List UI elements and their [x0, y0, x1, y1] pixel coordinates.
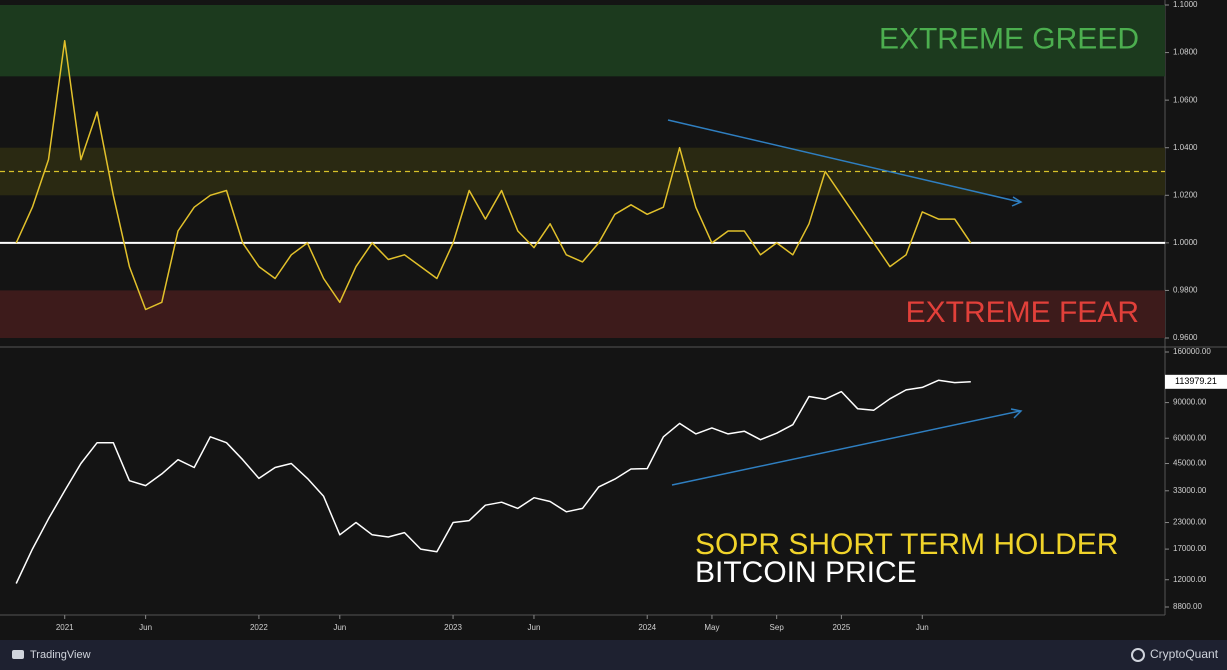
trend-arrow	[667, 119, 1021, 203]
y-tick-label: 1.0400	[1173, 143, 1198, 152]
y-tick-label: 0.9600	[1173, 333, 1198, 342]
zone-label: EXTREME FEAR	[906, 296, 1139, 329]
x-tick-label: Jun	[916, 623, 929, 632]
x-tick-label: 2022	[250, 623, 268, 632]
y-tick-label: 1.1000	[1173, 0, 1198, 9]
x-tick-label: 2024	[638, 623, 656, 632]
y-tick-label: 23000.00	[1173, 518, 1207, 527]
x-tick-label: Jun	[333, 623, 346, 632]
y-tick-label: 90000.00	[1173, 398, 1207, 407]
trend-arrow-head	[1011, 196, 1023, 207]
footer-left: TradingView	[30, 649, 91, 661]
x-tick-label: Jun	[528, 623, 541, 632]
y-tick-label: 1.0800	[1173, 48, 1198, 57]
footer-bar	[0, 640, 1227, 670]
tradingview-logo	[12, 650, 24, 659]
y-tick-label: 17000.00	[1173, 544, 1207, 553]
series-line	[15, 39, 972, 311]
legend-entry: BITCOIN PRICE	[695, 556, 917, 589]
y-tick-label: 60000.00	[1173, 433, 1207, 442]
y-tick-label: 12000.00	[1173, 575, 1207, 584]
series-line	[15, 379, 971, 584]
footer-right: CryptoQuant	[1150, 647, 1219, 661]
zone-label: EXTREME GREED	[879, 23, 1139, 56]
legend-entry: SOPR SHORT TERM HOLDER	[695, 528, 1118, 561]
y-tick-label: 8800.00	[1173, 602, 1202, 611]
zone-band	[0, 290, 1165, 338]
x-tick-label: 2023	[444, 623, 462, 632]
y-tick-label: 1.0000	[1173, 238, 1198, 247]
y-tick-label: 0.9800	[1173, 286, 1198, 295]
trend-arrow-head	[1010, 408, 1023, 419]
trend-arrow	[671, 410, 1021, 486]
cryptoquant-logo	[1131, 648, 1145, 662]
y-tick-label: 160000.00	[1173, 347, 1211, 356]
y-tick-label: 33000.00	[1173, 486, 1207, 495]
x-tick-label: 2025	[832, 623, 850, 632]
x-tick-label: 2021	[56, 623, 74, 632]
last-price-label: 113979.21	[1175, 376, 1217, 386]
x-tick-label: May	[704, 623, 719, 632]
y-tick-label: 1.0200	[1173, 190, 1198, 199]
x-tick-label: Jun	[139, 623, 152, 632]
x-tick-label: Sep	[770, 623, 785, 632]
zone-band	[0, 147, 1165, 196]
y-tick-label: 45000.00	[1173, 459, 1207, 468]
y-tick-label: 1.0600	[1173, 95, 1198, 104]
zone-band	[0, 5, 1165, 77]
last-price-box	[1165, 374, 1227, 389]
